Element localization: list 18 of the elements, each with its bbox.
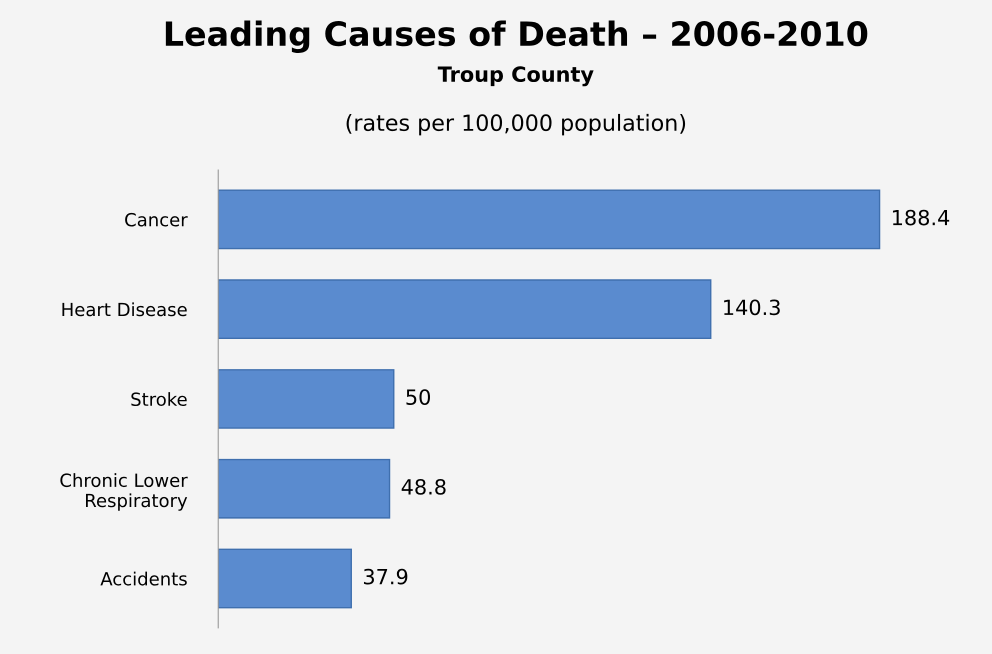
bar — [218, 548, 352, 608]
y-tick-label: Accidents — [100, 572, 187, 586]
chart-title: Leading Causes of Death – 2006-2010 — [166, 20, 868, 53]
data-label: 188.4 — [892, 210, 950, 226]
bar — [218, 458, 390, 519]
bar — [218, 279, 712, 340]
y-tick-label: Cancer — [125, 212, 188, 227]
text: (rates per 100,000 population) — [346, 114, 686, 136]
chart-subtitle: Troup County — [438, 66, 594, 86]
data-label: 50 — [406, 389, 430, 405]
y-tick-label: Heart Disease — [62, 302, 187, 316]
bar — [218, 190, 880, 250]
y-tick-label: Chronic Lower Respiratory — [60, 473, 188, 511]
y-tick-label: Stroke — [131, 392, 187, 406]
data-label: 37.9 — [364, 568, 408, 585]
data-label: 140.3 — [724, 299, 780, 316]
bar — [218, 369, 394, 429]
data-label: 48.8 — [402, 478, 446, 495]
